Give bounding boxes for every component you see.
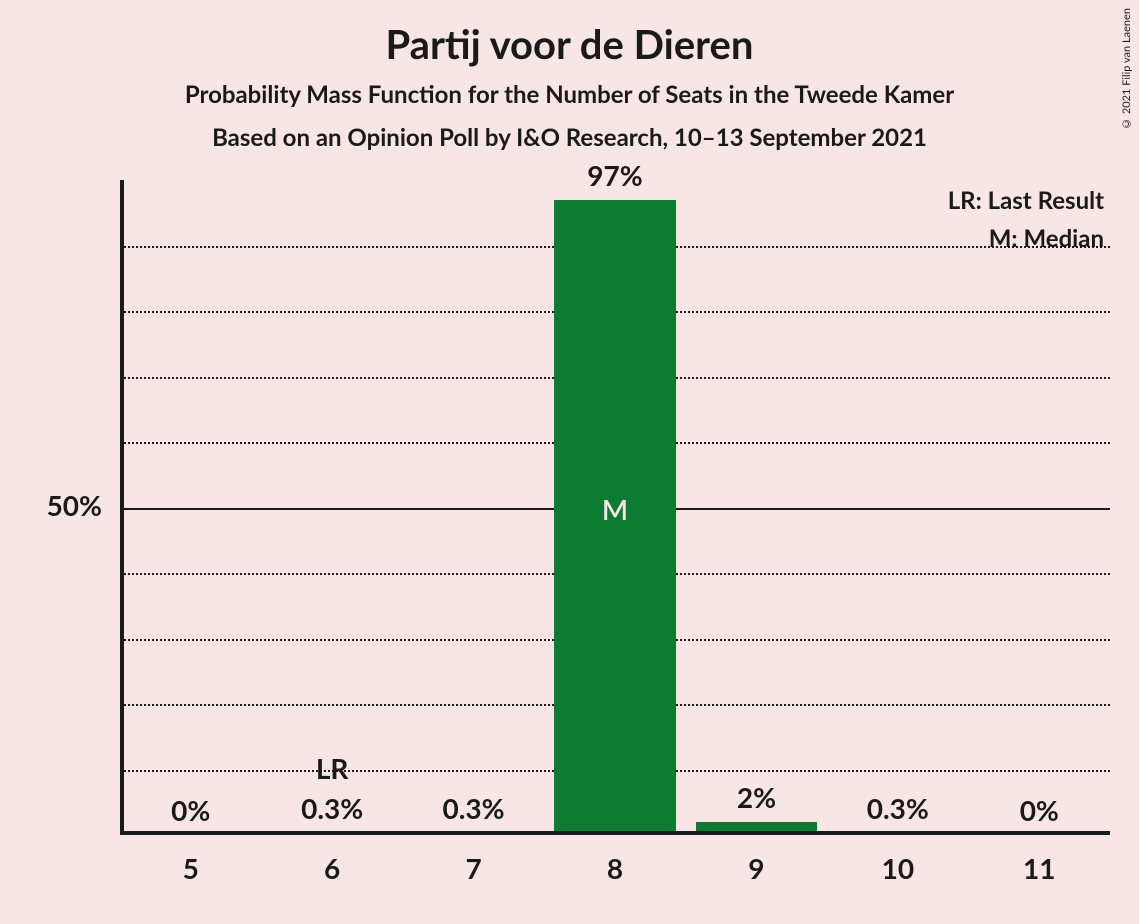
bar-value-label: 0.3% <box>271 791 393 825</box>
bar-value-label: 97% <box>554 158 676 192</box>
y-axis <box>120 180 124 835</box>
legend-line: M: Median <box>989 224 1104 253</box>
x-axis-tick-label: 5 <box>130 851 252 885</box>
bar-value-label: 0.3% <box>413 791 535 825</box>
x-axis-tick-label: 11 <box>978 851 1100 885</box>
x-axis-tick-label: 9 <box>696 851 818 885</box>
chart-subtitle-2: Based on an Opinion Poll by I&O Research… <box>0 123 1139 152</box>
x-axis-tick-label: 8 <box>554 851 676 885</box>
chart-subtitle-1: Probability Mass Function for the Number… <box>0 80 1139 109</box>
bar-marker-median: M <box>554 492 676 526</box>
y-axis-tick-label: 50% <box>2 488 102 522</box>
bar-marker-last-result: LR <box>271 751 393 785</box>
bar-value-label: 0.3% <box>837 791 959 825</box>
x-axis <box>120 831 1110 835</box>
x-axis-tick-label: 10 <box>837 851 959 885</box>
chart-title: Partij voor de Dieren <box>0 0 1139 68</box>
bar-value-label: 0% <box>130 793 252 827</box>
chart-plot-area: 50%0%50.3%LR60.3%797%M82%90.3%100%11LR: … <box>120 180 1110 835</box>
x-axis-tick-label: 7 <box>413 851 535 885</box>
x-axis-tick-label: 6 <box>271 851 393 885</box>
bar-value-label: 0% <box>978 793 1100 827</box>
legend-line: LR: Last Result <box>948 186 1104 215</box>
copyright-text: © 2021 Filip van Laenen <box>1120 8 1133 130</box>
bar-value-label: 2% <box>696 780 818 814</box>
